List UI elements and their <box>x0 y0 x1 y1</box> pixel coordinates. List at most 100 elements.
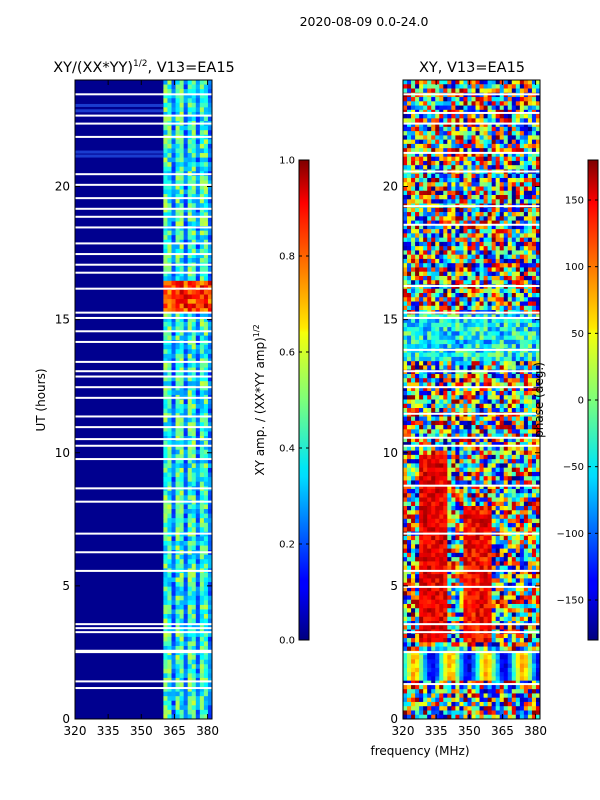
phase-cell <box>491 386 497 392</box>
phase-cell <box>531 416 537 422</box>
phase-cell <box>423 241 428 247</box>
amplitude-cell <box>163 148 168 154</box>
amplitude-cell <box>171 404 176 410</box>
phase-cell <box>423 361 428 366</box>
phase-cell <box>507 454 513 460</box>
amplitude-cell <box>171 331 176 336</box>
phase-cell <box>407 280 412 285</box>
phase-cell <box>519 454 525 460</box>
phase-cell <box>439 229 444 234</box>
phase-cell <box>479 459 484 464</box>
phase-cell <box>483 195 489 200</box>
phase-cell <box>479 476 484 481</box>
phase-cell <box>531 160 537 166</box>
phase-cell <box>503 442 509 447</box>
phase-cell <box>527 254 533 260</box>
phase-cell <box>443 361 448 366</box>
amplitude-cell <box>195 477 201 483</box>
phase-cell <box>515 390 521 396</box>
phase-cell <box>535 165 540 170</box>
phase-cell <box>487 293 493 298</box>
phase-cell <box>423 177 428 183</box>
phase-cell <box>471 84 476 89</box>
phase-cell <box>463 288 468 294</box>
amplitude-cell <box>207 687 212 693</box>
phase-cell <box>535 126 540 132</box>
phase-cell <box>411 454 416 460</box>
phase-cell <box>519 126 525 132</box>
phase-cell <box>431 344 436 349</box>
phase-cell <box>535 118 540 123</box>
amplitude-cell <box>195 230 201 236</box>
phase-cell <box>491 148 497 153</box>
amplitude-cell <box>203 399 209 405</box>
phase-cell <box>487 305 493 311</box>
phase-cell <box>435 301 440 307</box>
phase-cell <box>427 293 432 298</box>
phase-cell <box>451 305 456 311</box>
phase-cell <box>507 182 513 187</box>
phase-cell <box>507 237 513 243</box>
phase-cell <box>419 250 424 256</box>
phase-cell <box>499 212 505 217</box>
phase-cell <box>535 84 540 89</box>
amplitude-cell <box>171 212 176 218</box>
phase-cell <box>439 220 444 226</box>
phase-cell <box>423 480 428 486</box>
amplitude-cell <box>167 582 172 588</box>
phase-cell <box>475 420 480 426</box>
phase-cell <box>511 442 517 447</box>
amplitude-cell <box>187 696 193 702</box>
amplitude-colorbar-ticks: 0.00.20.40.60.81.0 <box>279 156 309 647</box>
phase-cell <box>423 207 428 213</box>
phase-cell <box>519 467 525 473</box>
amplitude-cell <box>199 641 205 647</box>
phase-cell <box>499 378 505 383</box>
phase-cell <box>431 212 436 217</box>
phase-cell <box>499 84 505 89</box>
phase-cell <box>511 182 517 187</box>
amplitude-cell <box>187 536 193 542</box>
amplitude-cell <box>167 714 172 719</box>
phase-cell <box>463 152 468 158</box>
phase-cell <box>447 390 452 396</box>
phase-cell <box>499 454 505 460</box>
phase-cell <box>439 352 444 358</box>
amplitude-cell <box>187 207 193 213</box>
phase-cell <box>455 356 460 362</box>
phase-cell <box>531 403 537 409</box>
phase-cell <box>459 335 464 341</box>
phase-cell <box>479 126 484 132</box>
amplitude-cell <box>171 390 176 396</box>
amplitude-cell <box>163 431 168 437</box>
phase-cell <box>527 88 533 94</box>
phase-cell <box>491 250 497 256</box>
phase-cell <box>519 429 525 434</box>
amplitude-cell <box>167 687 172 693</box>
phase-cell <box>495 177 501 183</box>
amplitude-cell <box>203 586 209 592</box>
amplitude-cell <box>175 321 180 327</box>
phase-cell <box>527 408 533 413</box>
phase-cell <box>435 408 440 413</box>
amplitude-cell <box>179 289 185 295</box>
amplitude-cell <box>179 230 185 236</box>
phase-cell <box>483 186 489 192</box>
phase-cell <box>463 229 468 234</box>
phase-cell <box>531 293 537 298</box>
amplitude-cell <box>175 655 180 661</box>
phase-cell <box>515 408 521 413</box>
amplitude-cell <box>203 682 209 688</box>
phase-cell <box>407 246 412 251</box>
phase-cell <box>407 241 412 247</box>
phase-cell <box>419 335 424 341</box>
amplitude-cell <box>191 522 197 528</box>
amplitude-cell <box>175 527 180 533</box>
amplitude-cell <box>187 344 193 350</box>
phase-cell <box>479 97 484 102</box>
phase-cell <box>519 280 525 285</box>
amplitude-cell <box>163 390 168 396</box>
phase-cell <box>511 122 517 128</box>
phase-cell <box>483 199 489 204</box>
phase-cell <box>447 327 452 332</box>
